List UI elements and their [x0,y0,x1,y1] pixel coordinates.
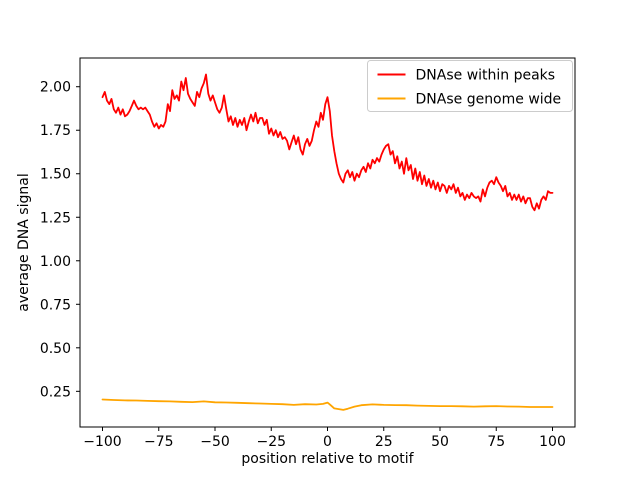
y-axis-ticks: 0.25 0.50 0.75 1.00 1.25 1.50 1.75 2.00 [40,80,80,400]
x-axis-ticks: −100 −75 −50 −25 0 25 50 75 100 [83,427,566,450]
x-tick-label: 50 [431,434,449,450]
x-tick-label: −25 [256,434,286,450]
x-tick-label: 25 [375,434,393,450]
y-tick-label: 0.50 [40,341,71,357]
legend-label: DNAse genome wide [416,92,562,108]
x-tick-label: 0 [323,434,332,450]
legend: DNAse within peaks DNAse genome wide [367,60,573,112]
x-tick-label: 100 [539,434,566,450]
x-tick-label: −50 [200,434,230,450]
x-axis-label: position relative to motif [241,451,414,467]
y-axis-label: average DNA signal [16,173,32,311]
x-tick-label: −75 [144,434,174,450]
x-tick-label: 75 [487,434,505,450]
plot-area [79,57,576,428]
series-line-dnase-within-peaks [101,73,554,212]
y-tick-label: 1.25 [40,210,71,226]
y-tick-label: 1.50 [40,167,71,183]
x-tick-label: −100 [83,434,121,450]
series-line-dnase-genome-wide [101,398,554,411]
legend-label: DNAse within peaks [416,68,556,84]
y-tick-label: 2.00 [40,80,71,96]
y-tick-label: 0.75 [40,297,71,313]
series-lines [101,73,554,411]
y-tick-label: 1.75 [40,123,71,139]
y-tick-label: 1.00 [40,254,71,270]
y-tick-label: 0.25 [40,384,71,400]
legend-frame [367,60,573,112]
